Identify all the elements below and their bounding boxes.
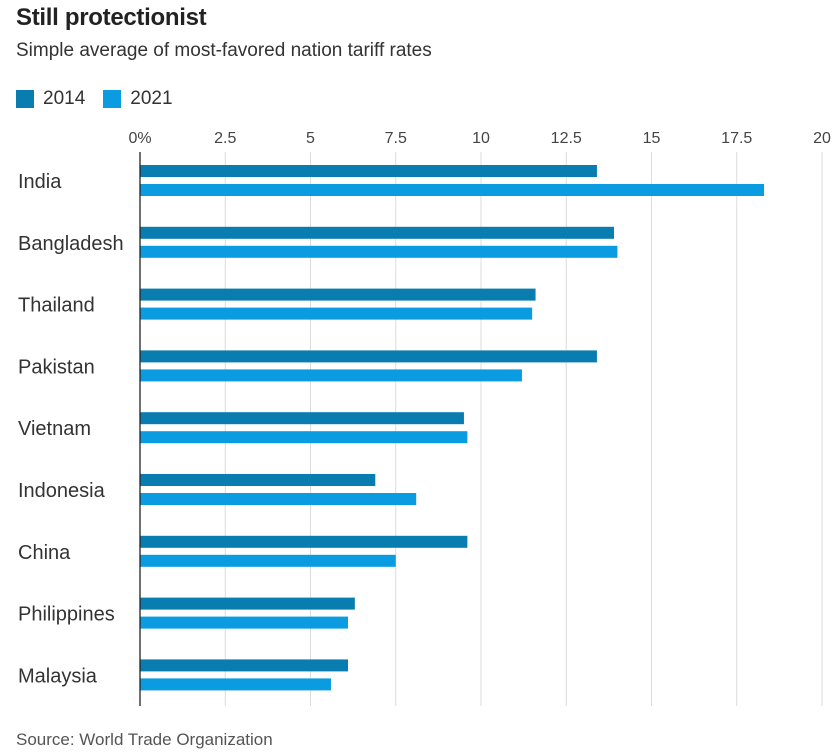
bar-2014 <box>140 535 468 548</box>
bar-2021 <box>140 493 417 505</box>
x-tick-label: 7.5 <box>385 130 407 147</box>
x-tick-label: 20 <box>813 130 831 147</box>
bar-2021 <box>140 184 765 196</box>
category-label: Malaysia <box>18 665 98 687</box>
category-label: China <box>18 542 71 564</box>
x-tick-label: 5 <box>306 130 315 147</box>
bar-2014 <box>140 226 614 239</box>
legend-item-2021: 2021 <box>103 88 173 110</box>
bar-2021 <box>140 245 618 258</box>
legend-item-2014: 2014 <box>16 88 85 110</box>
bar-2021 <box>140 431 468 444</box>
chart-subtitle: Simple average of most-favored nation ta… <box>16 40 432 61</box>
bar-2021 <box>140 307 533 320</box>
chart-title: Still protectionist <box>16 4 207 31</box>
category-label: Bangladesh <box>18 233 124 255</box>
x-tick-label: 2.5 <box>214 130 236 147</box>
category-label: Philippines <box>18 604 115 626</box>
legend-label-2014: 2014 <box>43 88 86 109</box>
x-tick-label: 15 <box>643 130 661 147</box>
bar-2014 <box>140 288 536 301</box>
bar-2021 <box>140 616 349 629</box>
bar-2014 <box>140 165 597 177</box>
x-tick-label: 17.5 <box>721 130 752 147</box>
legend-swatch-2021 <box>103 90 122 108</box>
source-note: Source: World Trade Organization <box>16 730 273 749</box>
bar-2021 <box>140 554 396 567</box>
category-label: Indonesia <box>18 480 106 502</box>
x-tick-label: 12.5 <box>551 130 582 147</box>
legend-label-2021: 2021 <box>130 88 173 109</box>
category-label: Pakistan <box>18 356 95 378</box>
legend: 2014 2021 <box>16 88 191 110</box>
bar-2021 <box>140 678 331 691</box>
legend-swatch-2014 <box>16 90 34 108</box>
category-label: Thailand <box>18 295 95 317</box>
bar-2021 <box>140 369 522 382</box>
bar-2014 <box>140 474 376 486</box>
category-label: India <box>18 171 62 193</box>
x-tick-label: 0% <box>128 130 151 147</box>
category-label: Vietnam <box>18 418 91 440</box>
x-tick-label: 10 <box>472 130 490 147</box>
bar-2014 <box>140 350 597 363</box>
bar-2014 <box>140 659 349 672</box>
bar-2014 <box>140 597 355 610</box>
bar-2014 <box>140 412 464 425</box>
